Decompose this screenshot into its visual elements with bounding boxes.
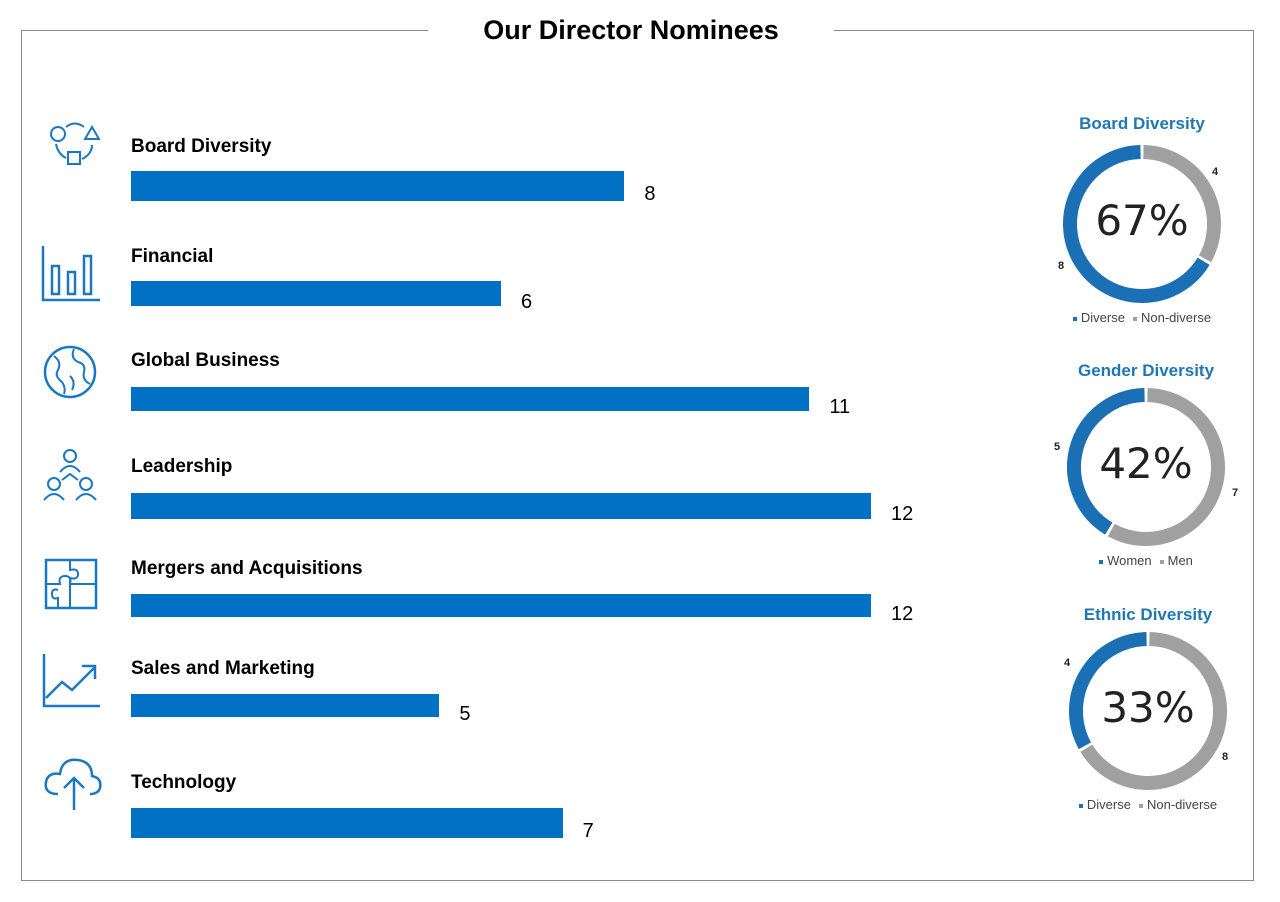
- donut-chart: Board Diversity 67% 4 8 Diverse Non-diverse: [1042, 114, 1242, 334]
- donut-value-label: 4: [1064, 657, 1071, 669]
- legend-swatch: [1099, 559, 1104, 564]
- bar-category-label: Global Business: [131, 350, 280, 371]
- legend-label: Diverse: [1080, 310, 1125, 325]
- chart-title: Our Director Nominees: [483, 15, 779, 45]
- legend-label: Non-diverse: [1140, 310, 1212, 325]
- donut-value-label: 5: [1054, 441, 1061, 453]
- bar: [131, 808, 563, 838]
- legend-swatch: [1159, 559, 1164, 564]
- cloud-upload-icon: [40, 752, 102, 814]
- bar-category-label: Technology: [131, 772, 237, 793]
- donut-center-label: 67%: [1095, 196, 1189, 245]
- donut-value-label: 8: [1222, 751, 1229, 763]
- donut-ring: [1063, 145, 1221, 303]
- donut-slice: [1063, 145, 1210, 303]
- bar-category-label: Leadership: [131, 456, 233, 477]
- globe-icon: [40, 342, 102, 404]
- bar: [131, 387, 810, 411]
- puzzle-icon: [40, 554, 102, 616]
- legend-label: Men: [1167, 553, 1193, 568]
- donut-title: Board Diversity: [1079, 114, 1205, 133]
- chart-title-container: Our Director Nominees: [428, 10, 834, 50]
- bar-category-label: Mergers and Acquisitions: [131, 558, 363, 579]
- donut-chart: Ethnic Diversity 33% 8 4 Diverse Non-diverse: [1048, 605, 1248, 825]
- donut-ring: [1067, 388, 1225, 546]
- bar: [131, 171, 625, 201]
- donut-legend: Diverse Non-diverse: [1048, 797, 1248, 812]
- donut-slice: [1067, 388, 1145, 535]
- legend-label: Non-diverse: [1146, 797, 1218, 812]
- bar: [131, 493, 871, 519]
- donut-legend: Women Men: [1046, 553, 1246, 568]
- legend-swatch: [1132, 316, 1137, 321]
- donut-slice: [1143, 145, 1221, 263]
- donut-ring: [1069, 632, 1227, 790]
- shapes-icon: [40, 114, 102, 176]
- bar-value-label: 12: [891, 602, 914, 625]
- donut-value-label: 4: [1212, 166, 1219, 178]
- donut-value-label: 8: [1058, 260, 1065, 272]
- legend-swatch: [1138, 803, 1143, 808]
- bar-value-label: 7: [582, 820, 594, 842]
- donut-legend: Diverse Non-diverse: [1042, 310, 1242, 325]
- bar: [131, 594, 871, 617]
- bar-value-label: 8: [644, 183, 656, 205]
- people-network-icon: [40, 446, 102, 508]
- bar: [131, 281, 501, 306]
- bar-value-label: 12: [891, 503, 914, 525]
- donut-title: Gender Diversity: [1077, 361, 1215, 380]
- donut-slice: [1069, 632, 1147, 750]
- legend-label: Diverse: [1086, 797, 1131, 812]
- donut-title: Ethnic Diversity: [1083, 605, 1213, 624]
- donut-value-label: 7: [1232, 487, 1239, 499]
- bar-value-label: 6: [521, 290, 533, 313]
- donut-slice: [1107, 388, 1225, 546]
- bar-value-label: 11: [829, 396, 851, 418]
- donut-center-label: 42%: [1099, 439, 1193, 488]
- legend-swatch: [1078, 803, 1083, 808]
- bar-category-label: Board Diversity: [131, 136, 272, 157]
- bar: [131, 694, 440, 717]
- legend-label: Women: [1107, 553, 1152, 568]
- bar-value-label: 5: [459, 702, 471, 725]
- donut-slice: [1080, 632, 1227, 790]
- donut-center-label: 33%: [1101, 683, 1195, 732]
- trend-line-icon: [40, 650, 102, 712]
- bar-category-label: Financial: [131, 246, 214, 267]
- bar-category-label: Sales and Marketing: [131, 658, 315, 679]
- legend-swatch: [1072, 316, 1077, 321]
- bar-chart-icon: [40, 242, 102, 304]
- donut-chart: Gender Diversity 42% 7 5 Women Men: [1046, 361, 1246, 581]
